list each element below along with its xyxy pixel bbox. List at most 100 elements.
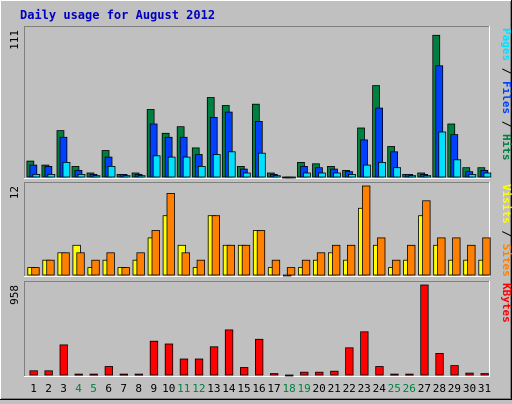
bar-pages-day-8 [137,175,146,178]
bar-kbytes-day-18 [285,374,294,377]
bar-pages-day-16 [257,152,266,178]
bar-pages-day-28 [438,131,447,178]
chart-title: Daily usage for August 2012 [20,8,215,22]
bar-pages-day-9 [152,155,161,178]
bar-sites-day-19 [301,259,311,276]
x-tick-label-day-15: 15 [237,382,250,395]
x-tick-label-day-1: 1 [30,382,37,395]
bar-sites-day-11 [181,252,190,276]
bar-kbytes-day-16 [254,338,264,376]
panel-hits-files-pages: 111 Pages / Files / Hits [8,26,512,179]
x-tick-label-day-12: 12 [192,382,205,395]
bar-kbytes-day-17 [269,373,279,376]
x-tick-label-day-5: 5 [90,382,97,395]
bar-sites-day-27 [422,200,431,276]
x-tick-label-day-23: 23 [358,382,371,395]
bar-sites-day-17 [271,259,281,276]
legend-hits-files-pages: Pages / Files / Hits [500,28,512,161]
bar-pages-day-20 [318,172,326,178]
bar-pages-day-17 [272,175,281,178]
bar-kbytes-day-26 [405,373,414,376]
bar-kbytes-day-12 [194,358,204,376]
x-tick-label-day-3: 3 [60,382,67,395]
bar-kbytes-day-28 [435,352,444,376]
bar-kbytes-day-9 [149,340,159,376]
bar-sites-day-15 [241,244,251,276]
bar-pages-day-10 [167,156,176,178]
bar-sites-day-26 [407,244,416,276]
legend-visits-sites: Visits / Sites [500,184,512,277]
bar-kbytes-day-11 [179,358,189,376]
bar-pages-day-4 [77,173,86,178]
x-tick-label-day-27: 27 [418,382,431,395]
panel-visits-sites: 12 Visits / Sites [8,182,512,277]
bar-kbytes-day-20 [315,371,324,376]
bar-pages-day-30 [468,173,477,178]
bar-pages-day-31 [483,172,492,178]
bar-pages-day-18 [288,176,296,179]
bar-pages-day-19 [303,172,311,178]
bar-pages-day-24 [378,161,387,178]
bar-sites-day-4 [76,252,85,276]
bar-pages-day-29 [453,159,462,178]
x-tick-label-day-18: 18 [282,382,295,395]
bar-sites-day-30 [467,244,476,276]
x-tick-label-day-2: 2 [45,382,52,395]
bar-sites-day-3 [61,252,70,276]
legend-separator: / [500,224,512,244]
bar-sites-day-20 [316,252,326,276]
x-tick-label-day-25: 25 [388,382,401,395]
bar-kbytes-day-22 [345,347,354,376]
legend-item-visits: Visits [500,184,512,224]
bar-kbytes-day-23 [360,331,369,376]
panel-max-label: 111 [8,30,21,50]
bar-sites-day-24 [377,237,386,276]
bar-sites-day-21 [331,244,341,276]
bar-pages-day-21 [333,172,341,178]
x-tick-label-day-10: 10 [162,382,175,395]
legend-item-pages: Pages [500,28,512,61]
bar-sites-day-1 [31,267,40,276]
x-tick-label-day-19: 19 [297,382,310,395]
bar-sites-day-22 [346,244,356,276]
bar-pages-day-2 [47,173,56,178]
bar-sites-day-5 [91,259,100,276]
series-pages [32,131,492,179]
bar-kbytes-day-30 [465,372,474,376]
bar-kbytes-day-21 [330,370,339,376]
bar-sites-day-12 [196,259,206,276]
bar-pages-day-26 [408,175,417,178]
bar-kbytes-day-10 [164,343,174,376]
bar-sites-day-13 [211,215,221,276]
x-tick-label-day-13: 13 [207,382,220,395]
bar-sites-day-6 [106,252,115,276]
bar-sites-day-16 [256,230,266,276]
bar-kbytes-day-13 [209,346,219,376]
x-tick-label-day-28: 28 [433,382,446,395]
bar-sites-day-28 [437,237,446,276]
x-tick-label-day-6: 6 [105,382,112,395]
legend-kbytes: KBytes [500,283,512,323]
bar-kbytes-day-1 [29,370,38,376]
bar-pages-day-13 [212,154,221,178]
bar-pages-day-1 [32,173,41,178]
x-tick-label-day-16: 16 [252,382,265,395]
legend-separator: / [500,114,512,134]
panel-kbytes: 958 KBytes [8,281,512,377]
bar-kbytes-day-15 [239,367,249,376]
bar-pages-day-22 [348,173,356,178]
bar-kbytes-day-3 [59,344,68,376]
legend-item-kbytes: KBytes [500,283,512,323]
bar-pages-day-25 [393,167,402,178]
bar-sites-day-18 [286,267,296,276]
x-tick-label-day-14: 14 [222,382,236,395]
bar-pages-day-6 [107,165,116,178]
legend-item-sites: Sites [500,244,512,277]
legend-separator: / [500,61,512,81]
bar-kbytes-day-31 [480,373,489,376]
series-kbytes [29,284,489,377]
x-tick-label-day-22: 22 [343,382,356,395]
bar-kbytes-day-14 [224,329,234,376]
